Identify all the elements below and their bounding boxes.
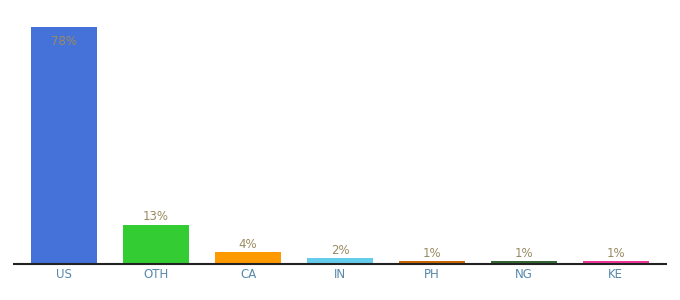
Text: 2%: 2% [330, 244, 350, 257]
Bar [583, 261, 649, 264]
Bar [491, 261, 557, 264]
Text: 4%: 4% [239, 238, 257, 250]
Bar [31, 27, 97, 264]
Bar [123, 224, 189, 264]
Bar [399, 261, 465, 264]
Text: 1%: 1% [607, 247, 625, 260]
Bar [307, 258, 373, 264]
Text: 1%: 1% [423, 247, 441, 260]
Bar [215, 252, 281, 264]
Text: 78%: 78% [51, 35, 77, 48]
Text: 13%: 13% [143, 210, 169, 223]
Text: 1%: 1% [515, 247, 533, 260]
